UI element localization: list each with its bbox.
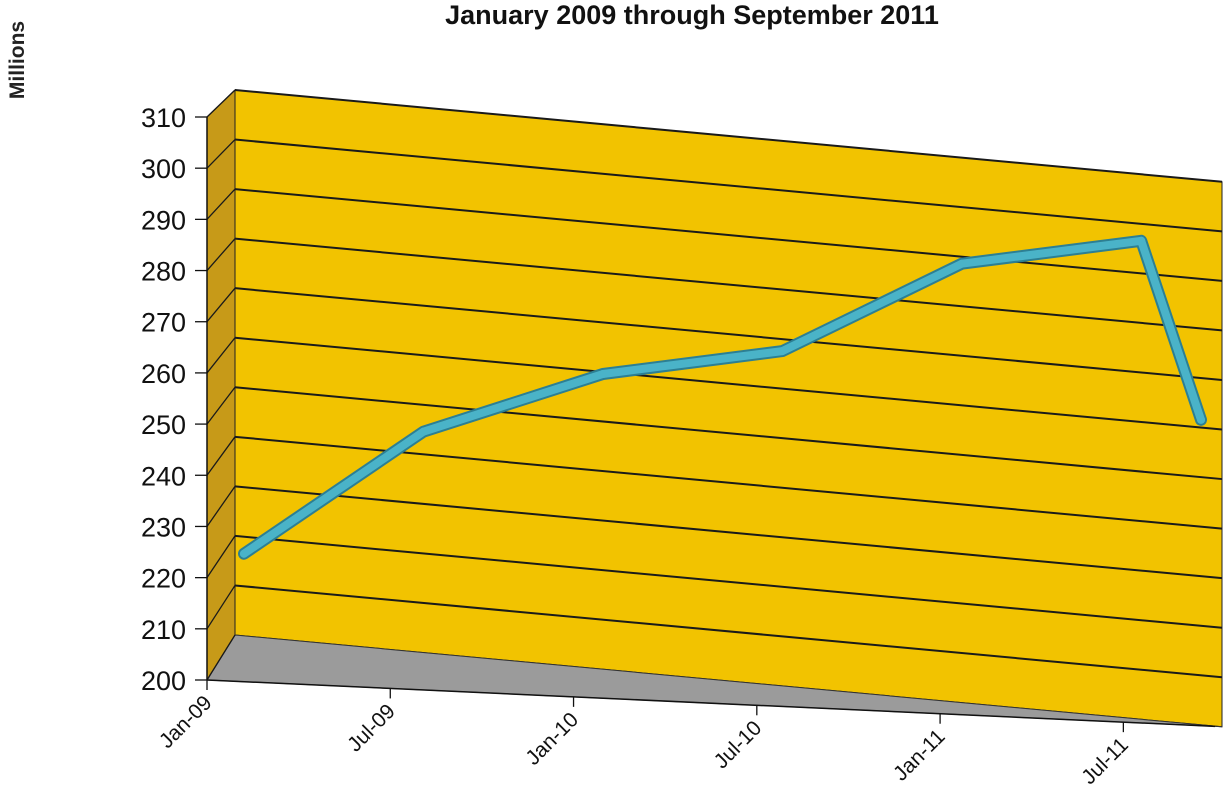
x-tick-label: Jan-09 — [155, 691, 217, 753]
gridlines — [206, 89, 1223, 681]
side-gridline — [206, 634, 236, 681]
gridline — [234, 485, 1223, 580]
y-axis-label: Millions — [6, 21, 29, 99]
side-gridline — [206, 485, 236, 527]
y-axis: 310 300 290 280 270 260 250 240 230 220 210 200 — [141, 103, 208, 696]
gridline — [234, 188, 1223, 282]
chart-title: January 2009 through September 2011 — [445, 0, 939, 30]
gridline — [234, 534, 1223, 629]
side-gridline — [206, 89, 236, 118]
side-gridline — [206, 287, 236, 323]
y-tick-label: 270 — [141, 308, 186, 338]
gridline — [234, 584, 1223, 679]
side-gridline — [206, 188, 236, 220]
side-gridline — [206, 436, 236, 476]
y-tick-label: 220 — [141, 564, 186, 594]
side-gridline — [206, 386, 236, 425]
x-tick-label: Jul-09 — [343, 700, 400, 757]
y-tick-label: 250 — [141, 410, 186, 440]
x-tick-label: Jul-10 — [710, 717, 767, 774]
gridline — [234, 237, 1223, 332]
side-gridline — [206, 139, 236, 169]
plot-area — [206, 88, 1223, 728]
data-point — [1137, 236, 1146, 245]
x-axis-line — [206, 679, 1216, 728]
x-tick-label: Jul-11 — [1077, 733, 1133, 789]
x-tick-label: Jan-10 — [521, 708, 583, 770]
side-gridline — [206, 535, 236, 578]
y-tick-label: 240 — [141, 461, 186, 491]
y-tick-label: 200 — [141, 666, 186, 696]
side-gridline — [206, 238, 236, 271]
data-point — [1197, 415, 1206, 424]
y-tick-label: 300 — [141, 154, 186, 184]
data-point — [598, 370, 607, 379]
data-point — [957, 259, 966, 268]
y-tick-label: 290 — [141, 205, 186, 235]
gridline — [234, 386, 1223, 481]
gridline — [234, 336, 1223, 431]
y-tick-label: 310 — [141, 103, 186, 133]
gridline — [234, 287, 1223, 381]
series-line-layer — [238, 234, 1207, 560]
data-point — [778, 347, 787, 356]
y-tick-label: 210 — [141, 615, 186, 645]
y-tick-label: 260 — [141, 359, 186, 389]
side-gridline — [206, 337, 236, 374]
gridline — [234, 89, 1223, 183]
data-point — [239, 549, 248, 558]
x-tick-label: Jan-11 — [889, 725, 950, 786]
y-tick-label: 230 — [141, 512, 186, 542]
side-gridline — [206, 585, 236, 630]
y-tick-label: 280 — [141, 257, 186, 287]
data-point — [419, 427, 428, 436]
gridline — [234, 138, 1223, 233]
